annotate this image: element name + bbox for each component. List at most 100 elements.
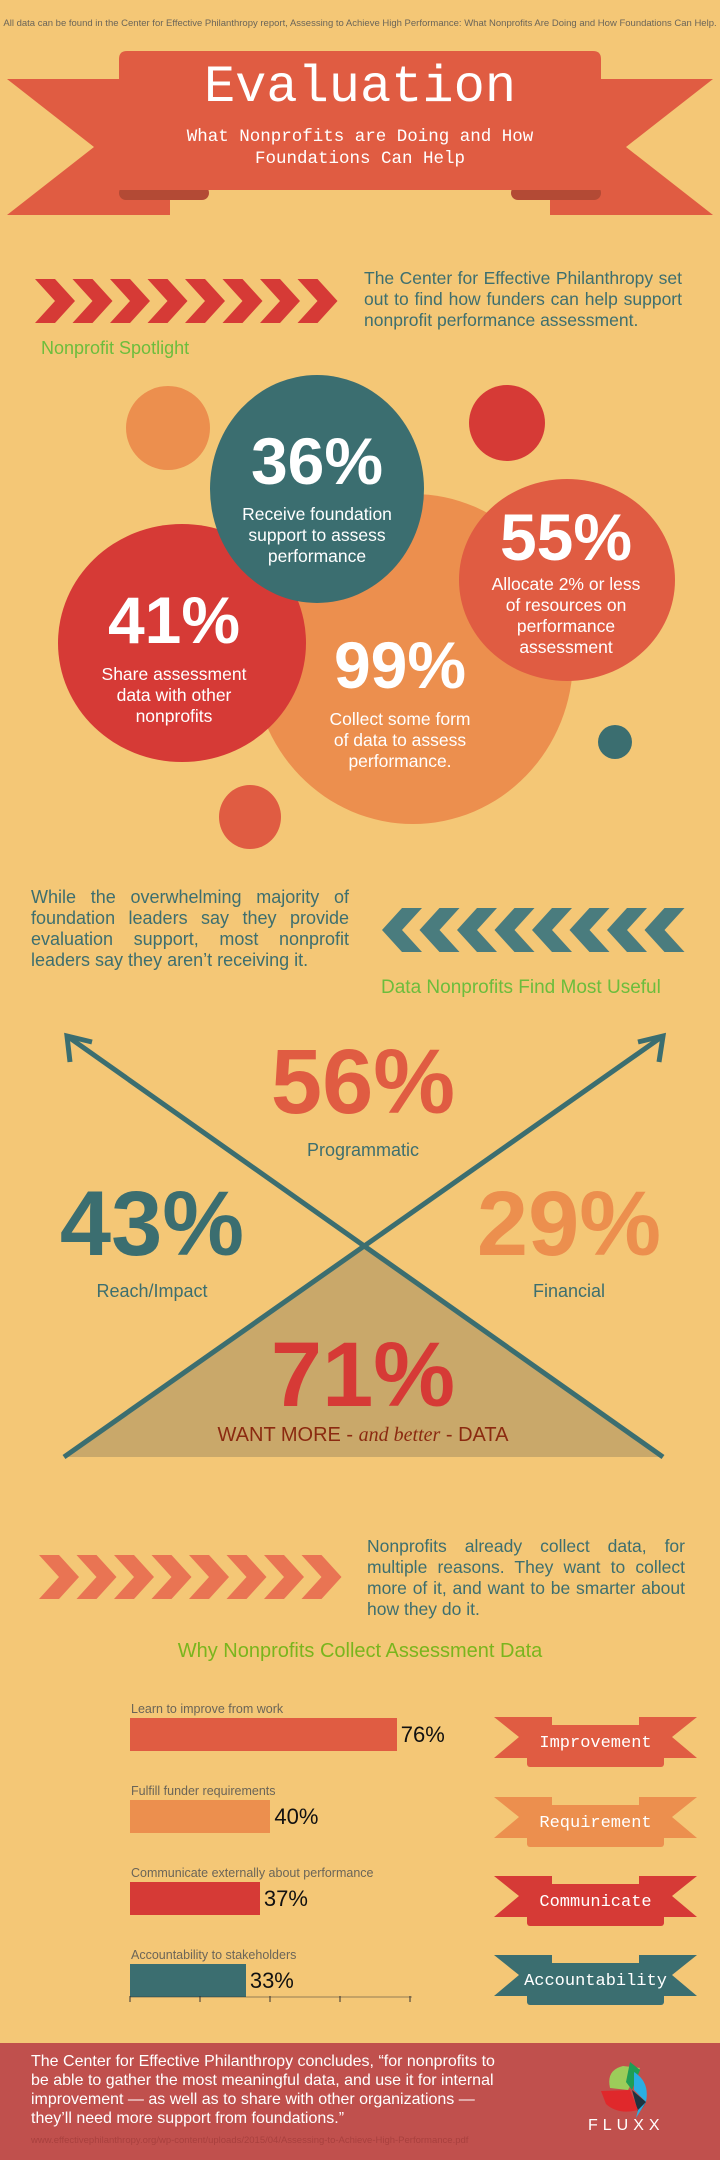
- stat-label-line: assessment: [519, 637, 613, 657]
- chevron-left-icon: [569, 908, 610, 952]
- chevron-right-icon: [72, 279, 113, 323]
- want-more-text: - DATA: [440, 1424, 509, 1446]
- tag-label: Improvement: [539, 1734, 652, 1753]
- stat-circle-36: [210, 375, 424, 603]
- tag-ribbon: [494, 1876, 697, 1926]
- useful-value-reach: 43%: [59, 1173, 245, 1275]
- want-more-italic: and better: [358, 1424, 441, 1446]
- subtitle-line: Foundations Can Help: [254, 149, 466, 169]
- decor-circle: [598, 725, 632, 759]
- arrow-line-up-right: [62, 1033, 665, 1460]
- chevron-arrows-right: [35, 279, 338, 323]
- stat-label-line: nonprofits: [135, 706, 213, 726]
- chevron-right-icon: [297, 279, 338, 323]
- bar: [130, 1800, 271, 1833]
- chevron-right-icon: [151, 1555, 192, 1599]
- spotlight-intro: The Center for Effective Philanthropy se…: [364, 268, 682, 330]
- useful-label-programmatic: Programmatic: [306, 1140, 420, 1160]
- chevron-right-icon: [189, 1555, 229, 1599]
- stat-label-line: performance: [267, 546, 367, 566]
- stat-circle-55: [459, 479, 675, 681]
- tag-ribbon: [494, 1717, 697, 1767]
- chevron-right-icon: [35, 279, 75, 323]
- chevron-left-icon: [644, 908, 685, 952]
- fluxx-logo-text: FLUXX: [588, 2117, 665, 2134]
- fluxx-logo-icon: [601, 2062, 647, 2118]
- chevron-left-icon: [457, 908, 497, 952]
- stat-label-line: data with other: [116, 685, 232, 705]
- decor-circle: [126, 386, 210, 470]
- stat-label-line: performance: [516, 616, 616, 636]
- bar-value: 33%: [249, 1968, 294, 1993]
- chevron-right-icon: [76, 1555, 117, 1599]
- page-subtitle: What Nonprofits are Doing and How Founda…: [120, 126, 600, 170]
- useful-label-reach: Reach/Impact: [96, 1281, 208, 1301]
- chevron-right-icon: [301, 1555, 342, 1599]
- chevron-right-icon: [147, 279, 188, 323]
- stat-label-line: Collect some form: [329, 709, 471, 729]
- title-ribbon: [7, 51, 713, 215]
- useful-value-financial: 29%: [476, 1173, 662, 1275]
- want-more-text: WANT MORE: [217, 1424, 341, 1446]
- stat-label: Receive foundation support to assess per…: [212, 504, 422, 567]
- chevron-left-icon: [532, 908, 572, 952]
- footer-quote: The Center for Effective Philanthropy co…: [31, 2053, 495, 2127]
- want-more-caption: WANT MORE - and better - DATA: [218, 1424, 509, 1447]
- bar-label: Communicate externally about performance: [131, 1866, 374, 1880]
- bubble-cluster: [58, 375, 675, 849]
- tag-label: Requirement: [539, 1814, 652, 1833]
- chevron-right-icon: [226, 1555, 267, 1599]
- chevron-right-icon: [260, 279, 300, 323]
- arrow-head-up-left: [64, 1032, 93, 1063]
- bar-label: Accountability to stakeholders: [131, 1948, 297, 1962]
- stat-label: Allocate 2% or less of resources on perf…: [466, 574, 666, 658]
- stat-value: 55%: [499, 500, 633, 574]
- chevron-right-icon: [114, 1555, 154, 1599]
- want-more-value: 71%: [270, 1324, 456, 1426]
- collect-heading: Why Nonprofits Collect Assessment Data: [177, 1640, 543, 1662]
- spotlight-heading: Nonprofit Spotlight: [41, 338, 190, 358]
- bar: [130, 1882, 260, 1915]
- bar-value: 40%: [274, 1804, 319, 1829]
- collect-intro: Nonprofits already collect data, for mul…: [367, 1536, 685, 1619]
- chevron-left-icon: [382, 908, 422, 952]
- footer: The Center for Effective Philanthropy co…: [0, 2043, 720, 2160]
- chevron-right-icon: [39, 1555, 79, 1599]
- chevron-left-icon: [419, 908, 460, 952]
- stat-label-line: Receive foundation: [242, 504, 392, 524]
- page-title: Evaluation: [203, 58, 517, 117]
- stat-label: Collect some form of data to assess perf…: [295, 709, 505, 772]
- stat-label-line: Allocate 2% or less: [491, 574, 641, 594]
- useful-intro: While the overwhelming majority of found…: [31, 887, 349, 970]
- stat-label-line: of data to assess: [333, 730, 467, 750]
- useful-label-financial: Financial: [532, 1281, 606, 1301]
- stat-label-line: Share assessment: [101, 664, 247, 684]
- bar: [130, 1964, 246, 1997]
- stat-value: 99%: [333, 628, 467, 702]
- chevron-right-icon: [222, 279, 263, 323]
- stat-label: Share assessment data with other nonprof…: [69, 664, 279, 727]
- want-more-dash: -: [340, 1424, 359, 1446]
- useful-value-programmatic: 56%: [270, 1031, 456, 1133]
- decor-circle: [469, 385, 545, 461]
- useful-heading: Data Nonprofits Find Most Useful: [381, 977, 661, 998]
- source-note: All data can be found in the Center for …: [3, 18, 717, 29]
- stat-circle-41: [58, 524, 306, 762]
- tag-label: Communicate: [539, 1893, 652, 1912]
- subtitle-line: What Nonprofits are Doing and How: [186, 127, 534, 147]
- want-more-triangle: [64, 1247, 663, 1457]
- bar-label: Fulfill funder requirements: [131, 1784, 276, 1798]
- source-link[interactable]: www.effectivephilanthropy.org/wp-content…: [31, 2135, 469, 2146]
- bar: [130, 1718, 397, 1751]
- chevron-right-icon: [185, 279, 225, 323]
- decor-circle: [219, 785, 281, 849]
- arrow-head-up-right: [637, 1032, 667, 1063]
- tag-label: Accountability: [524, 1972, 667, 1991]
- chevron-arrows-left: [382, 908, 685, 952]
- bar-value: 76%: [400, 1722, 445, 1747]
- stat-value: 36%: [250, 424, 384, 498]
- stat-label-line: support to assess: [248, 525, 386, 545]
- tag-ribbon: [494, 1797, 697, 1847]
- bar-label: Learn to improve from work: [131, 1702, 284, 1716]
- chevron-right-icon: [264, 1555, 304, 1599]
